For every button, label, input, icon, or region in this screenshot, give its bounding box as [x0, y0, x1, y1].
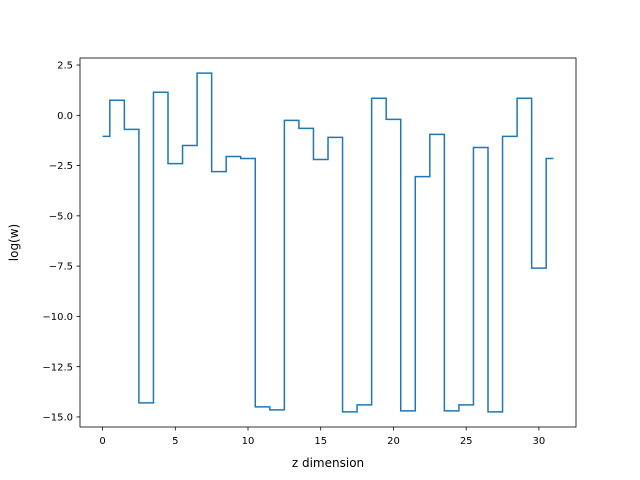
- y-tick-label: −15.0: [42, 413, 73, 424]
- y-tick-label: −10.0: [42, 312, 73, 323]
- x-tick-label: 20: [387, 436, 400, 447]
- y-tick-label: −2.5: [49, 161, 73, 172]
- x-tick-label: 25: [460, 436, 473, 447]
- y-tick-label: −12.5: [42, 362, 73, 373]
- y-tick-label: −7.5: [49, 262, 73, 273]
- axes-frame: [79, 57, 577, 428]
- axis-ticks: 0 5 10 15 20 25 30 2.5 0.0 −2.5 −5.0 −7.5 −10.0 −12.5…: [42, 61, 545, 447]
- y-tick-label: 2.5: [57, 61, 73, 72]
- y-tick-label: −5.0: [49, 211, 73, 222]
- series-step-line-0: [102, 72, 554, 413]
- x-tick-label: 0: [99, 436, 105, 447]
- x-axis-label: z dimension: [292, 456, 364, 470]
- y-tick-label: 0.0: [57, 111, 73, 122]
- x-tick-label: 5: [172, 436, 178, 447]
- y-axis-label: log(w): [7, 224, 21, 261]
- plot-area: [102, 72, 554, 413]
- x-tick-label: 10: [242, 436, 255, 447]
- x-tick-label: 30: [533, 436, 546, 447]
- x-tick-label: 15: [314, 436, 327, 447]
